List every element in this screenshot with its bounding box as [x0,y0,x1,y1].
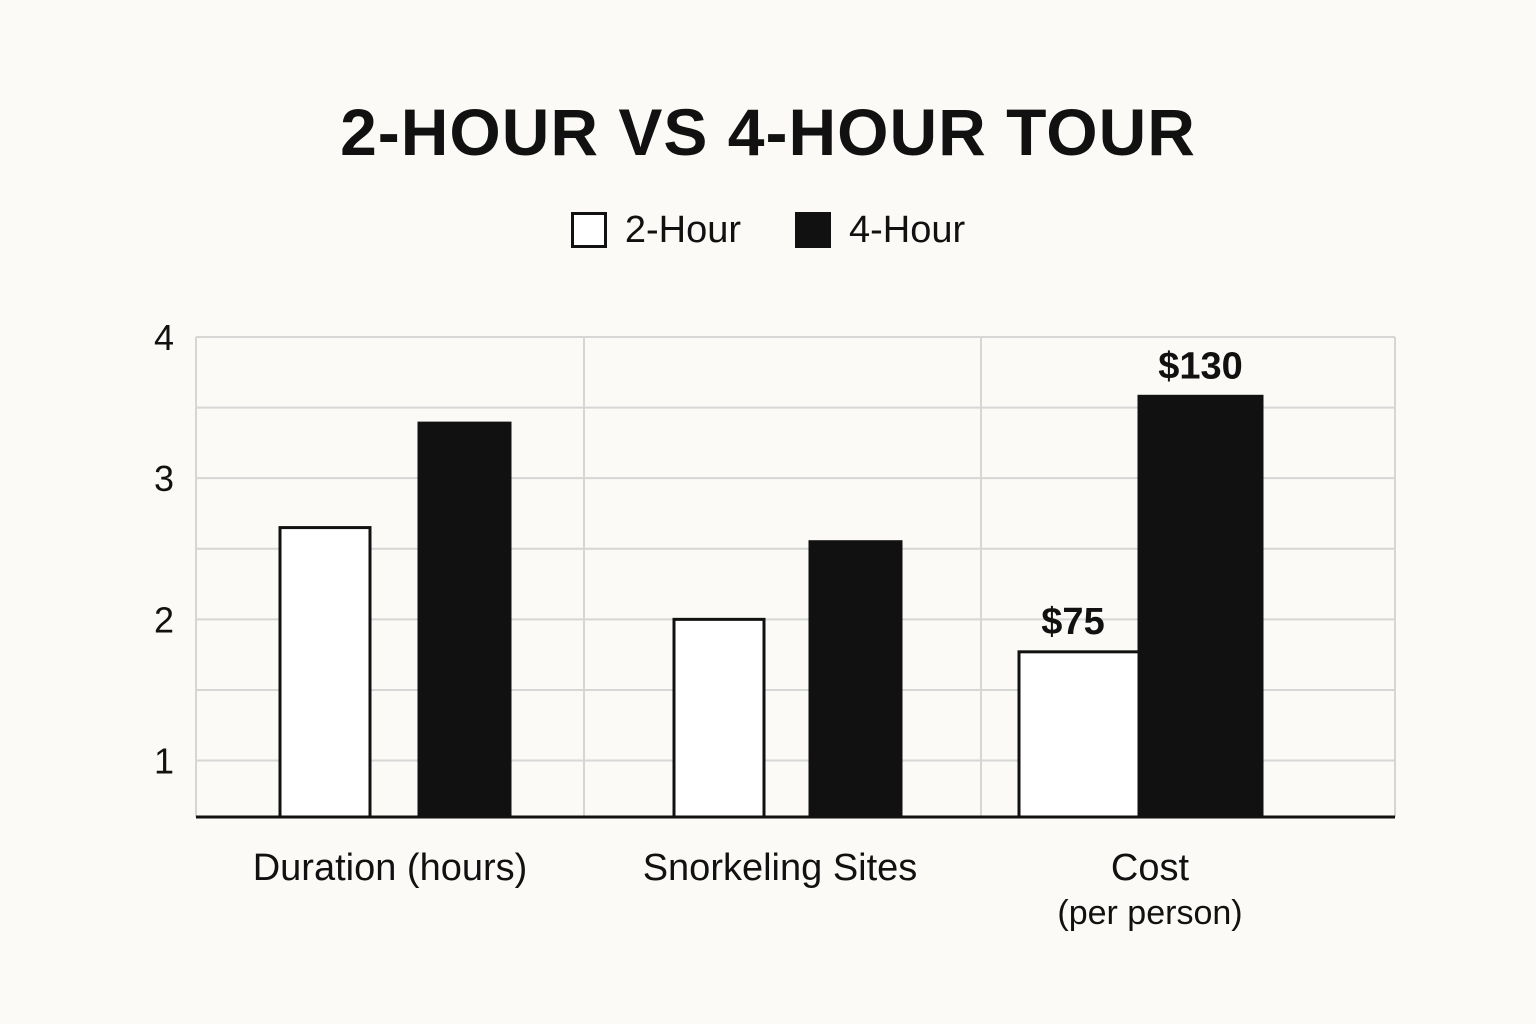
bar-4-hour-1 [808,540,903,819]
category-sublabel-2: (per person) [1057,894,1242,932]
legend-swatch-4-hour [795,212,831,248]
data-label-2-hour-2: $75 [1041,601,1104,643]
category-label-1: Snorkeling Sites [643,847,918,889]
data-label-4-hour-2: $130 [1158,345,1243,387]
y-tick-label-2: 2 [154,599,174,640]
y-tick-label-1: 1 [154,741,174,782]
bar-2-hour-1 [672,617,766,819]
bar-2-hour-0 [278,526,372,819]
y-tick-label-3: 3 [154,458,174,499]
bar-2-hour-2 [1017,650,1141,819]
legend-swatch-2-hour [570,212,607,248]
legend-label-2-hour: 2-Hour [624,209,741,251]
bar-4-hour-2 [1137,394,1264,819]
y-tick-label-4: 4 [154,317,174,358]
legend-item-2-hour: 2-Hour [570,206,741,254]
legend-label-4-hour: 4-Hour [849,209,966,251]
chart-title: 2-HOUR VS 4-HOUR TOUR [340,95,1196,169]
bar-4-hour-0 [417,421,512,819]
category-label-2: Cost [1111,847,1190,889]
chart-legend: 2-Hour 4-Hour [0,206,1536,254]
category-label-0: Duration (hours) [253,847,528,889]
legend-item-4-hour: 4-Hour [795,206,965,254]
